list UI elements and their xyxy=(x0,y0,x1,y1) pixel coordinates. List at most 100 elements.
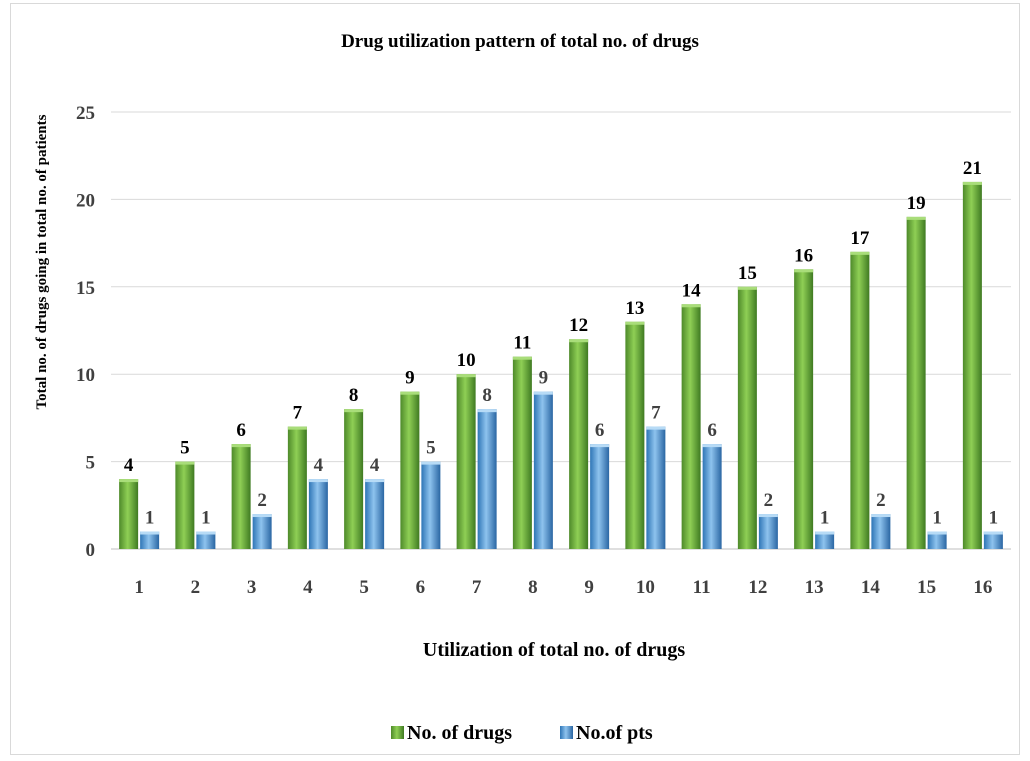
bar-no-of-pts xyxy=(927,531,947,549)
bar-chart: Drug utilization pattern of total no. of… xyxy=(34,31,1011,744)
bar-top-highlight xyxy=(702,444,722,448)
bar-no-of-drugs xyxy=(400,391,420,549)
bar-top-highlight xyxy=(815,531,835,535)
x-tick-label: 9 xyxy=(584,577,594,598)
bar-no-of-drugs xyxy=(737,286,757,549)
x-tick-label: 1 xyxy=(134,577,144,598)
y-tick-label: 20 xyxy=(76,190,95,211)
bar-top-highlight xyxy=(512,356,532,360)
data-label: 8 xyxy=(482,385,492,406)
y-tick-label: 25 xyxy=(76,103,95,124)
bar-no-of-drugs xyxy=(625,321,645,549)
chart-title: Drug utilization pattern of total no. of… xyxy=(341,31,699,52)
y-axis-title: Total no. of drugs going in total no. of… xyxy=(34,114,50,409)
bar-no-of-drugs xyxy=(962,181,982,550)
data-label: 9 xyxy=(405,368,415,389)
bar-no-of-drugs xyxy=(569,339,589,549)
data-label: 4 xyxy=(124,455,134,476)
data-label: 4 xyxy=(370,455,380,476)
bar-top-highlight xyxy=(871,514,891,518)
bar-no-of-pts xyxy=(308,479,328,549)
bar-no-of-pts xyxy=(815,531,835,549)
bar-no-of-pts xyxy=(533,391,553,549)
data-label: 1 xyxy=(201,508,211,529)
x-tick-label: 5 xyxy=(359,577,369,598)
bar-top-highlight xyxy=(737,286,757,290)
x-tick-label: 2 xyxy=(191,577,201,598)
data-label: 2 xyxy=(876,490,886,511)
bar-no-of-pts xyxy=(983,531,1003,549)
bar-top-highlight xyxy=(646,426,666,430)
data-label: 1 xyxy=(820,508,830,529)
bar-top-highlight xyxy=(794,269,814,273)
x-tick-label: 10 xyxy=(636,577,655,598)
bar-top-highlight xyxy=(962,181,982,185)
data-label: 2 xyxy=(764,490,774,511)
data-label: 12 xyxy=(569,315,588,336)
data-label: 6 xyxy=(236,420,246,441)
data-label: 11 xyxy=(513,333,531,354)
bar-no-of-pts xyxy=(140,531,160,549)
x-tick-label: 15 xyxy=(917,577,936,598)
bar-top-highlight xyxy=(625,321,645,325)
bar-no-of-drugs xyxy=(512,356,532,549)
x-tick-label: 8 xyxy=(528,577,538,598)
data-label: 2 xyxy=(257,490,267,511)
y-tick-label: 10 xyxy=(76,365,95,386)
bar-no-of-pts xyxy=(252,514,272,549)
data-label: 7 xyxy=(293,403,303,424)
bar-top-highlight xyxy=(140,531,160,535)
bar-no-of-pts xyxy=(758,514,778,549)
x-tick-label: 6 xyxy=(416,577,426,598)
data-label: 4 xyxy=(314,455,324,476)
bar-no-of-drugs xyxy=(231,444,251,549)
x-tick-label: 16 xyxy=(973,577,992,598)
bar-no-of-drugs xyxy=(681,304,701,549)
data-label: 14 xyxy=(682,280,702,301)
data-label: 5 xyxy=(180,438,190,459)
bar-no-of-pts xyxy=(702,444,722,549)
y-tick-label: 15 xyxy=(76,278,95,299)
data-label: 1 xyxy=(145,508,155,529)
legend: No. of drugs No.of pts xyxy=(391,722,653,744)
data-label: 16 xyxy=(794,245,813,266)
bar-top-highlight xyxy=(175,461,195,465)
data-label: 15 xyxy=(738,263,757,284)
bar-no-of-pts xyxy=(871,514,891,549)
data-label: 8 xyxy=(349,385,359,406)
bar-no-of-pts xyxy=(421,461,441,549)
bar-no-of-drugs xyxy=(850,251,870,549)
bar-top-highlight xyxy=(344,409,364,413)
x-tick-label: 12 xyxy=(748,577,767,598)
bar-top-highlight xyxy=(927,531,947,535)
bar-top-highlight xyxy=(533,391,553,395)
data-label: 21 xyxy=(963,158,982,179)
bar-no-of-pts xyxy=(196,531,216,549)
legend-label-no-of-pts: No.of pts xyxy=(576,722,653,744)
bar-top-highlight xyxy=(569,339,589,343)
bar-no-of-pts xyxy=(365,479,385,549)
data-label: 6 xyxy=(707,420,717,441)
x-tick-label: 11 xyxy=(693,577,711,598)
bar-no-of-pts xyxy=(477,409,497,549)
data-label: 17 xyxy=(850,228,870,249)
legend-swatch-no-of-drugs xyxy=(391,726,404,739)
legend-swatch-no-of-pts xyxy=(560,726,573,739)
bar-no-of-drugs xyxy=(906,216,926,549)
data-label: 5 xyxy=(426,438,436,459)
bar-top-highlight xyxy=(365,479,385,483)
bar-top-highlight xyxy=(983,531,1003,535)
x-tick-label: 13 xyxy=(805,577,824,598)
bar-top-highlight xyxy=(287,426,307,430)
bar-no-of-pts xyxy=(646,426,666,549)
bar-no-of-drugs xyxy=(119,479,139,549)
bar-top-highlight xyxy=(477,409,497,413)
x-axis-ticks: 1 2 3 4 5 6 7 8 9 10 11 12 13 14 15 16 xyxy=(134,577,992,598)
bar-top-highlight xyxy=(196,531,216,535)
bar-no-of-drugs xyxy=(287,426,307,549)
legend-label-no-of-drugs: No. of drugs xyxy=(407,722,512,744)
bar-top-highlight xyxy=(308,479,328,483)
bar-no-of-drugs xyxy=(794,269,814,549)
y-tick-label: 5 xyxy=(86,453,96,474)
bar-top-highlight xyxy=(400,391,420,395)
